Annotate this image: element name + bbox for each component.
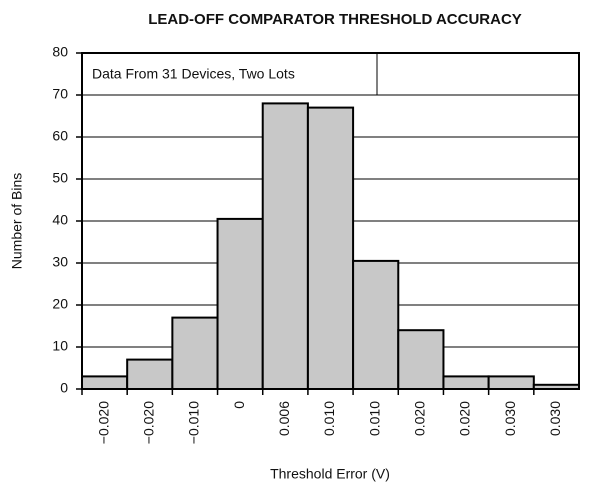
y-tick-label: 50	[52, 170, 68, 186]
bar	[171, 316, 219, 391]
bar	[487, 375, 535, 390]
bar	[397, 329, 445, 391]
bar	[352, 259, 400, 390]
x-tick-label: 0.030	[547, 401, 563, 436]
bar	[126, 358, 174, 391]
x-tick-label: 0.010	[321, 401, 337, 436]
y-tick-label: 20	[52, 296, 68, 312]
y-tick-label: 0	[60, 380, 68, 396]
bar	[216, 217, 264, 390]
y-tick-label: 40	[52, 212, 68, 228]
annotation: Data From 31 Devices, Two Lots	[92, 66, 295, 82]
x-tick-label: −0.020	[95, 401, 111, 444]
y-tick-label: 60	[52, 128, 68, 144]
bar	[81, 375, 129, 390]
y-axis-label: Number of Bins	[9, 173, 25, 269]
y-tick-label: 70	[52, 86, 68, 102]
x-tick-label: 0.006	[276, 401, 292, 436]
x-tick-label: −0.020	[140, 401, 156, 444]
x-tick-label: −0.010	[186, 401, 202, 444]
x-tick-label: 0.020	[412, 401, 428, 436]
y-tick-label: 80	[52, 44, 68, 60]
bar	[306, 106, 355, 390]
bar	[261, 102, 309, 391]
x-tick-label: 0	[231, 401, 247, 409]
bar	[442, 375, 490, 390]
chart-title: LEAD-OFF COMPARATOR THRESHOLD ACCURACY	[148, 11, 522, 28]
x-tick-label: 0.020	[457, 401, 473, 436]
x-axis-label: Threshold Error (V)	[270, 466, 390, 482]
y-tick-label: 30	[52, 254, 68, 270]
plot-frame	[81, 52, 580, 390]
x-tick-label: 0.010	[366, 401, 382, 436]
x-tick-label: 0.030	[502, 401, 518, 436]
y-tick-label: 10	[52, 338, 68, 354]
